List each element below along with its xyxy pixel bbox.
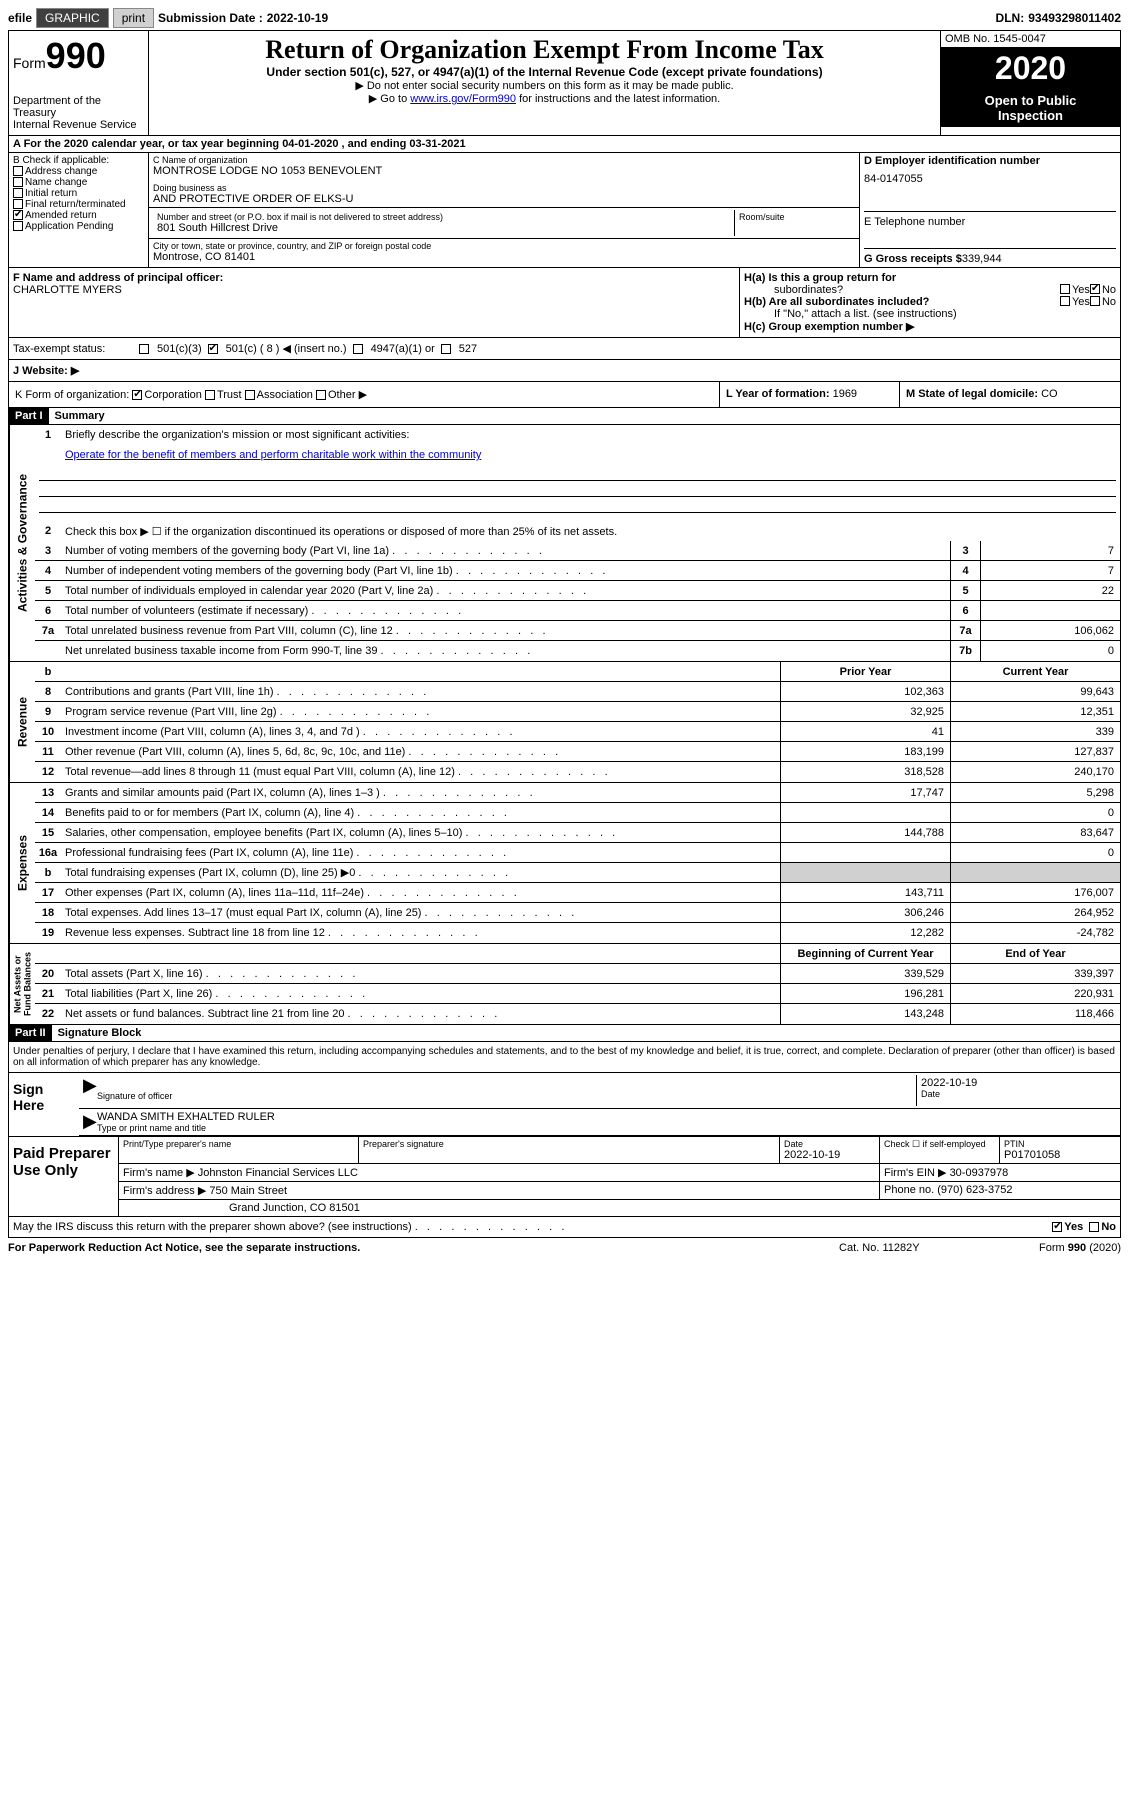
form990-link[interactable]: www.irs.gov/Form990 bbox=[410, 93, 516, 105]
gov-section-label: Activities & Governance bbox=[9, 425, 35, 661]
table-row: 11 Other revenue (Part VIII, column (A),… bbox=[35, 742, 1120, 762]
corp-checkbox[interactable] bbox=[132, 390, 142, 400]
paid-preparer-label: Paid Preparer Use Only bbox=[9, 1137, 119, 1216]
name-change-checkbox[interactable] bbox=[13, 177, 23, 187]
mission-text: Operate for the benefit of members and p… bbox=[65, 449, 481, 461]
table-row: 17 Other expenses (Part IX, column (A), … bbox=[35, 883, 1120, 903]
table-row: 3 Number of voting members of the govern… bbox=[35, 541, 1120, 561]
table-row: 22 Net assets or fund balances. Subtract… bbox=[35, 1004, 1120, 1024]
table-row: 12 Total revenue—add lines 8 through 11 … bbox=[35, 762, 1120, 782]
501c3-checkbox[interactable] bbox=[139, 344, 149, 354]
form-title: Return of Organization Exempt From Incom… bbox=[157, 35, 932, 65]
dln-value: 93493298011402 bbox=[1028, 11, 1121, 25]
firm-addr1: 750 Main Street bbox=[209, 1185, 287, 1197]
revenue-section-label: Revenue bbox=[9, 662, 35, 782]
efile-label: efile bbox=[8, 11, 32, 25]
firm-name: Johnston Financial Services LLC bbox=[198, 1167, 358, 1179]
table-row: 5 Total number of individuals employed i… bbox=[35, 581, 1120, 601]
ha-no-checkbox[interactable] bbox=[1090, 284, 1100, 294]
table-row: 9 Program service revenue (Part VIII, li… bbox=[35, 702, 1120, 722]
omb-number: OMB No. 1545-0047 bbox=[941, 31, 1120, 48]
section-a: A For the 2020 calendar year, or tax yea… bbox=[8, 136, 1121, 153]
dln-label: DLN: bbox=[996, 11, 1025, 25]
submission-date-value: 2022-10-19 bbox=[267, 11, 328, 25]
table-row: 13 Grants and similar amounts paid (Part… bbox=[35, 783, 1120, 803]
hb-no-checkbox[interactable] bbox=[1090, 296, 1100, 306]
dept-label: Department of the Treasury Internal Reve… bbox=[13, 95, 144, 131]
gross-receipts: 339,944 bbox=[962, 253, 1002, 265]
table-row: 20 Total assets (Part X, line 16) 339,52… bbox=[35, 964, 1120, 984]
state-domicile: CO bbox=[1041, 388, 1058, 400]
table-row: 10 Investment income (Part VIII, column … bbox=[35, 722, 1120, 742]
section-j-website: J Website: ▶ bbox=[8, 360, 1121, 382]
final-return-checkbox[interactable] bbox=[13, 199, 23, 209]
cat-number: Cat. No. 11282Y bbox=[839, 1242, 1039, 1254]
top-bar: efile GRAPHIC print Submission Date : 20… bbox=[8, 8, 1121, 28]
table-row: 4 Number of independent voting members o… bbox=[35, 561, 1120, 581]
submission-date-label: Submission Date : bbox=[158, 11, 263, 25]
table-row: 19 Revenue less expenses. Subtract line … bbox=[35, 923, 1120, 943]
initial-return-checkbox[interactable] bbox=[13, 188, 23, 198]
ha-yes-checkbox[interactable] bbox=[1060, 284, 1070, 294]
sign-date: 2022-10-19 bbox=[921, 1077, 1112, 1089]
expenses-section-label: Expenses bbox=[9, 783, 35, 943]
officer-name: CHARLOTTE MYERS bbox=[13, 284, 735, 296]
501c-checkbox[interactable] bbox=[208, 344, 218, 354]
instr-2: ▶ Go to www.irs.gov/Form990 for instruct… bbox=[157, 92, 932, 105]
table-row: 8 Contributions and grants (Part VIII, l… bbox=[35, 682, 1120, 702]
table-row: 7a Total unrelated business revenue from… bbox=[35, 621, 1120, 641]
firm-addr2: Grand Junction, CO 81501 bbox=[119, 1200, 1120, 1216]
table-row: 21 Total liabilities (Part X, line 26) 1… bbox=[35, 984, 1120, 1004]
net-assets-section-label: Net Assets or Fund Balances bbox=[9, 944, 35, 1024]
tax-year: 2020 bbox=[941, 48, 1120, 89]
dba-name: AND PROTECTIVE ORDER OF ELKS-U bbox=[153, 193, 855, 205]
4947-checkbox[interactable] bbox=[353, 344, 363, 354]
firm-ein: 30-0937978 bbox=[950, 1167, 1009, 1179]
print-button[interactable]: print bbox=[113, 8, 154, 28]
table-row: Net unrelated business taxable income fr… bbox=[35, 641, 1120, 661]
graphic-button[interactable]: GRAPHIC bbox=[36, 8, 109, 28]
table-row: 15 Salaries, other compensation, employe… bbox=[35, 823, 1120, 843]
trust-checkbox[interactable] bbox=[205, 390, 215, 400]
table-row: 14 Benefits paid to or for members (Part… bbox=[35, 803, 1120, 823]
sign-here-label: Sign Here bbox=[9, 1073, 79, 1136]
ptin: P01701058 bbox=[1004, 1149, 1116, 1161]
instr-1: ▶ Do not enter social security numbers o… bbox=[157, 79, 932, 92]
street-address: 801 South Hillcrest Drive bbox=[157, 222, 730, 234]
527-checkbox[interactable] bbox=[441, 344, 451, 354]
prep-date: 2022-10-19 bbox=[784, 1149, 875, 1161]
officer-signature-name: WANDA SMITH EXHALTED RULER bbox=[97, 1111, 1116, 1123]
city-state-zip: Montrose, CO 81401 bbox=[153, 251, 855, 263]
address-change-checkbox[interactable] bbox=[13, 166, 23, 176]
form-subtitle: Under section 501(c), 527, or 4947(a)(1)… bbox=[157, 65, 932, 79]
assoc-checkbox[interactable] bbox=[245, 390, 255, 400]
ein-value: 84-0147055 bbox=[864, 167, 1116, 191]
discuss-no-checkbox[interactable] bbox=[1089, 1222, 1099, 1232]
form-header: Form990 Department of the Treasury Inter… bbox=[8, 30, 1121, 136]
table-row: 6 Total number of volunteers (estimate i… bbox=[35, 601, 1120, 621]
section-c: C Name of organization MONTROSE LODGE NO… bbox=[149, 153, 860, 267]
inspection-notice: Open to Public Inspection bbox=[941, 89, 1120, 127]
hb-yes-checkbox[interactable] bbox=[1060, 296, 1070, 306]
table-row: b Total fundraising expenses (Part IX, c… bbox=[35, 863, 1120, 883]
form-number: 990 bbox=[46, 35, 106, 76]
table-row: 16a Professional fundraising fees (Part … bbox=[35, 843, 1120, 863]
amended-return-checkbox[interactable] bbox=[13, 210, 23, 220]
paperwork-notice: For Paperwork Reduction Act Notice, see … bbox=[8, 1242, 839, 1254]
other-checkbox[interactable] bbox=[316, 390, 326, 400]
org-name: MONTROSE LODGE NO 1053 BENEVOLENT bbox=[153, 165, 855, 177]
part-i-header: Part I bbox=[9, 408, 49, 424]
section-b: B Check if applicable: Address change Na… bbox=[9, 153, 149, 267]
table-row: 18 Total expenses. Add lines 13–17 (must… bbox=[35, 903, 1120, 923]
year-formation: 1969 bbox=[833, 388, 857, 400]
firm-phone: (970) 623-3752 bbox=[937, 1184, 1012, 1196]
application-pending-checkbox[interactable] bbox=[13, 221, 23, 231]
part-ii-header: Part II bbox=[9, 1025, 52, 1041]
form-label: Form bbox=[13, 55, 46, 71]
declaration-text: Under penalties of perjury, I declare th… bbox=[9, 1042, 1120, 1072]
discuss-yes-checkbox[interactable] bbox=[1052, 1222, 1062, 1232]
